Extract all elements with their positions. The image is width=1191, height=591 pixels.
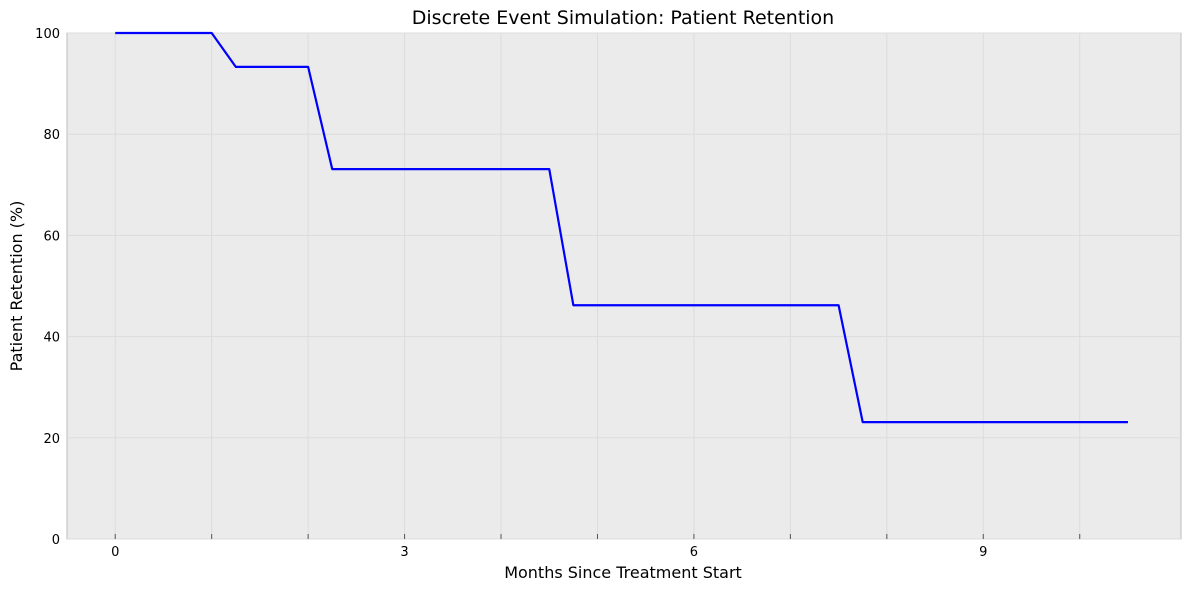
y-tick-label: 80 [43, 128, 60, 143]
y-tick-label: 100 [35, 27, 60, 42]
x-tick-label: 6 [690, 545, 698, 560]
axis-ticks: 0 3 6 9 0 20 40 60 80 100 [35, 27, 1081, 560]
y-tick-label: 0 [52, 533, 60, 548]
series-layer [115, 31, 1128, 424]
plot-background [66, 32, 1182, 540]
series-line [115, 31, 1128, 424]
y-axis-title: Patient Retention (%) [7, 201, 26, 372]
chart-title: Discrete Event Simulation: Patient Reten… [412, 7, 834, 29]
x-axis-title: Months Since Treatment Start [504, 563, 742, 582]
y-tick-label: 20 [43, 432, 60, 447]
x-tick-label: 9 [979, 545, 987, 560]
grid-lines [67, 32, 1181, 540]
y-tick-label: 40 [43, 331, 60, 346]
y-tick-label: 60 [43, 229, 60, 244]
x-tick-label: 0 [111, 545, 119, 560]
x-tick-label: 3 [400, 545, 408, 560]
